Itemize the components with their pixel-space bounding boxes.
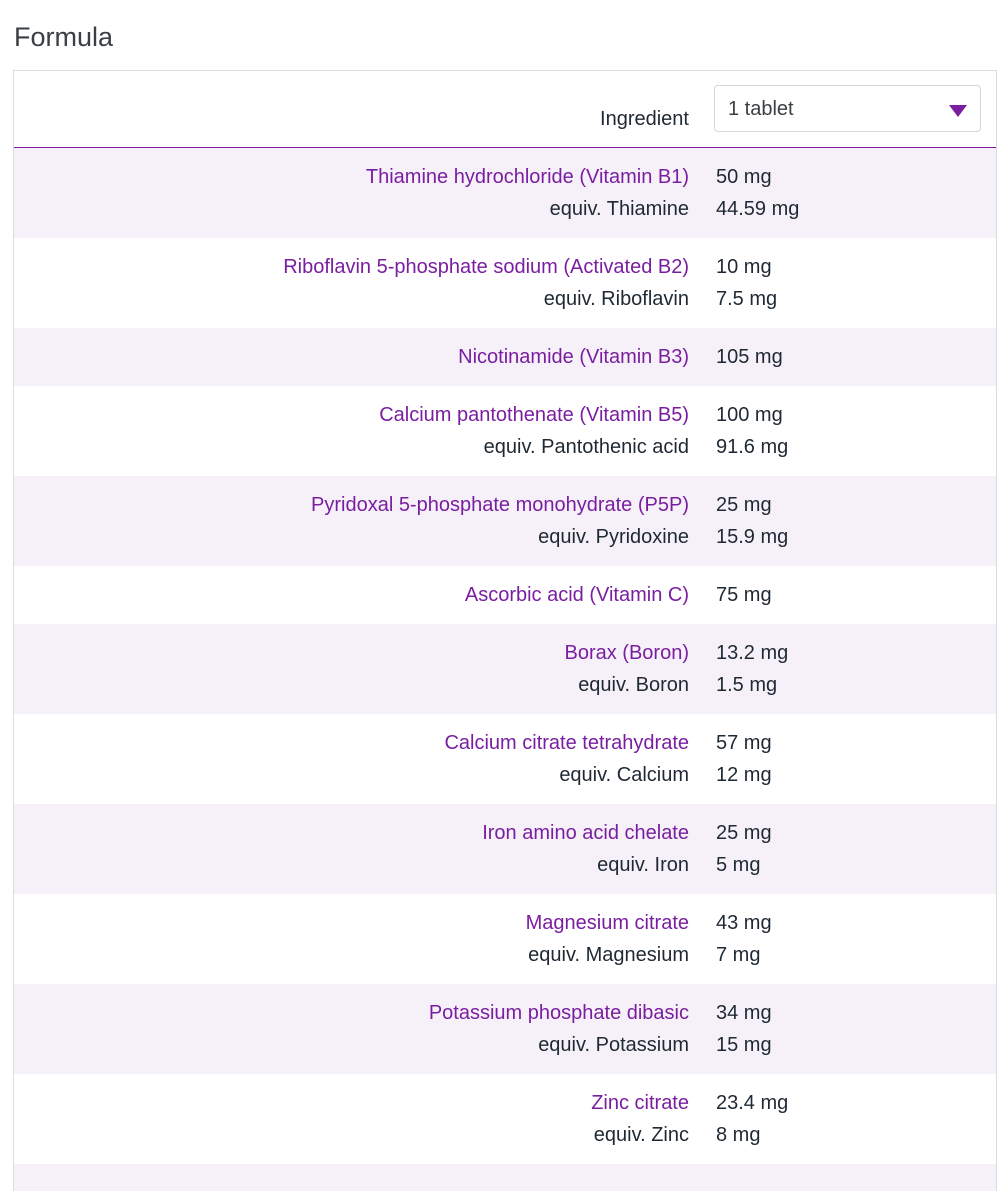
equivalent-amount: 15.9 mg [716, 526, 789, 548]
ingredient-row: Thiamine hydrochloride (Vitamin B1) equiv… [14, 148, 996, 238]
equivalent-name: equiv. Potassium [538, 1034, 689, 1056]
ingredient-amount: 50 mg [716, 166, 772, 188]
name-cell: Thiamine hydrochloride (Vitamin B1) equiv… [14, 161, 689, 225]
dropdown-arrow [949, 105, 967, 117]
equivalent-name: equiv. Pantothenic acid [483, 436, 689, 458]
ingredient-header: Ingredient [600, 108, 689, 130]
ingredient-name: Riboflavin 5-phosphate sodium (Activated… [283, 256, 689, 278]
ingredient-row [14, 1164, 996, 1191]
ingredient-amount: 10 mg [716, 256, 772, 278]
amount-cell: 75 mg [689, 579, 772, 611]
equivalent-amount: 44.59 mg [716, 198, 800, 220]
amount-cell: 34 mg 15 mg [689, 997, 772, 1061]
equivalent-name: equiv. Magnesium [528, 944, 689, 966]
amount-cell: 57 mg 12 mg [689, 727, 772, 791]
amount-cell: 100 mg 91.6 mg [689, 399, 788, 463]
ingredient-row: Zinc citrate equiv. Zinc 23.4 mg 8 mg [14, 1074, 996, 1164]
name-cell: Calcium pantothenate (Vitamin B5) equiv. … [14, 399, 689, 463]
ingredient-amount: 105 mg [716, 346, 783, 368]
section-title: Formula [14, 22, 114, 52]
ingredient-row: Calcium citrate tetrahydrate equiv. Calci… [14, 714, 996, 804]
ingredient-name: Iron amino acid chelate [482, 822, 689, 844]
ingredient-row: Riboflavin 5-phosphate sodium (Activated… [14, 238, 996, 328]
ingredient-name: Ascorbic acid (Vitamin C) [464, 584, 689, 606]
ingredient-amount: 57 mg [716, 732, 772, 754]
name-cell: Magnesium citrate equiv. Magnesium [14, 907, 689, 971]
serving-value: 1 tablet [728, 98, 794, 120]
ingredient-row: Nicotinamide (Vitamin B3) 105 mg [14, 328, 996, 386]
ingredient-name: Calcium pantothenate (Vitamin B5) [379, 404, 689, 426]
name-cell: Zinc citrate equiv. Zinc [14, 1087, 689, 1151]
equivalent-name: equiv. Boron [578, 674, 689, 696]
name-cell: Potassium phosphate dibasic equiv. Potass… [14, 997, 689, 1061]
equivalent-name: equiv. Riboflavin [543, 288, 689, 310]
equivalent-amount: 7 mg [716, 944, 761, 966]
equivalent-amount: 5 mg [716, 854, 761, 876]
amount-cell: 23.4 mg 8 mg [689, 1087, 788, 1151]
name-cell: Calcium citrate tetrahydrate equiv. Calci… [14, 727, 689, 791]
amount-cell: 50 mg 44.59 mg [689, 161, 799, 225]
amount-cell: 25 mg 5 mg [689, 817, 772, 881]
equivalent-amount: 1.5 mg [716, 674, 778, 696]
name-cell: Nicotinamide (Vitamin B3) [14, 341, 689, 373]
ingredient-name: Borax (Boron) [564, 642, 690, 664]
ingredient-row: Pyridoxal 5-phosphate monohydrate (P5P) e… [14, 476, 996, 566]
name-cell: Ascorbic acid (Vitamin C) [14, 579, 689, 611]
equivalent-amount: 7.5 mg [716, 288, 778, 310]
equivalent-amount: 15 mg [716, 1034, 772, 1056]
ingredient-name: Calcium citrate tetrahydrate [444, 732, 689, 754]
equivalent-name: equiv. Thiamine [549, 198, 689, 220]
ingredient-name: Pyridoxal 5-phosphate monohydrate (P5P) [311, 494, 689, 516]
equivalent-amount: 12 mg [716, 764, 772, 786]
equivalent-amount: 8 mg [716, 1124, 761, 1146]
name-cell: Iron amino acid chelate equiv. Iron [14, 817, 689, 881]
ingredient-row: Potassium phosphate dibasic equiv. Potass… [14, 984, 996, 1074]
ingredient-amount: 25 mg [716, 494, 772, 516]
equivalent-name: equiv. Zinc [593, 1124, 689, 1146]
ingredient-amount: 34 mg [716, 1002, 772, 1024]
equivalent-name: equiv. Iron [597, 854, 689, 876]
ingredient-row: Ascorbic acid (Vitamin C) 75 mg [14, 566, 996, 624]
amount-cell: 10 mg 7.5 mg [689, 251, 777, 315]
ingredient-amount: 25 mg [716, 822, 772, 844]
amount-cell: 105 mg [689, 341, 783, 373]
serving-select[interactable]: 1 tablet [714, 85, 981, 132]
name-cell: Borax (Boron) equiv. Boron [14, 637, 690, 701]
equivalent-amount: 91.6 mg [716, 436, 789, 458]
ingredient-row: Magnesium citrate equiv. Magnesium 43 mg 7 … [14, 894, 996, 984]
formula-table: Ingredient 1 tablet Thiamine hydrochlori… [13, 70, 997, 1191]
ingredient-name: Nicotinamide (Vitamin B3) [458, 346, 689, 368]
ingredient-name: Thiamine hydrochloride (Vitamin B1) [365, 166, 689, 188]
ingredient-amount: 23.4 mg [716, 1092, 789, 1114]
equivalent-name: equiv. Calcium [559, 764, 689, 786]
ingredient-name: Magnesium citrate [525, 912, 689, 934]
ingredient-amount: 75 mg [716, 584, 772, 606]
table-body: Thiamine hydrochloride (Vitamin B1) equiv… [14, 148, 996, 1191]
ingredient-amount: 43 mg [716, 912, 772, 934]
ingredient-name: Potassium phosphate dibasic [428, 1002, 689, 1024]
amount-cell: 13.2 mg 1.5 mg [689, 637, 788, 701]
table-header: Ingredient 1 tablet [14, 71, 996, 148]
equivalent-name: equiv. Pyridoxine [538, 526, 689, 548]
name-cell: Pyridoxal 5-phosphate monohydrate (P5P) e… [14, 489, 689, 553]
ingredient-row: Iron amino acid chelate equiv. Iron 25 mg 5… [14, 804, 996, 894]
amount-cell: 25 mg 15.9 mg [689, 489, 788, 553]
ingredient-row: Borax (Boron) equiv. Boron 13.2 mg 1.5 mg [14, 624, 996, 714]
ingredient-name: Zinc citrate [591, 1092, 689, 1114]
ingredient-amount: 100 mg [716, 404, 783, 426]
ingredient-row: Calcium pantothenate (Vitamin B5) equiv. … [14, 386, 996, 476]
amount-cell: 43 mg 7 mg [689, 907, 772, 971]
name-cell: Riboflavin 5-phosphate sodium (Activated… [14, 251, 689, 315]
ingredient-amount: 13.2 mg [716, 642, 789, 664]
